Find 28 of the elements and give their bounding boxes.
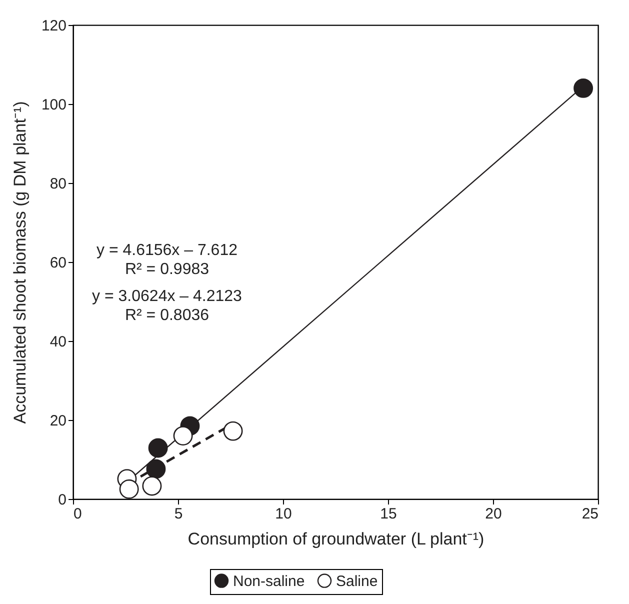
annotation: R² = 0.9983 — [124, 261, 210, 278]
x-tick-label: 20 — [485, 506, 502, 522]
point — [574, 78, 594, 98]
y-tick-label: 20 — [50, 412, 66, 430]
x-tick-label: 10 — [275, 506, 292, 522]
x-tick-label: 5 — [174, 506, 183, 522]
y-tick-label: 80 — [50, 176, 66, 192]
x-tick-label: 25 — [582, 506, 598, 522]
point — [223, 421, 243, 441]
annotation: y = 4.6156x – 7.612 — [96, 242, 238, 259]
annotation: y = 3.0624x – 4.2123 — [92, 288, 242, 305]
legend-label: Non-saline — [233, 572, 305, 590]
annotation: R² = 0.8036 — [124, 307, 210, 324]
point — [119, 479, 139, 499]
y-tick-label: 0 — [58, 492, 66, 508]
y-tick-label: 120 — [41, 18, 66, 34]
point — [142, 476, 162, 496]
x-tick-label: 15 — [380, 506, 397, 522]
y-tick-label: 60 — [50, 254, 66, 272]
point — [173, 426, 193, 446]
legend-label: Saline — [336, 572, 378, 590]
x-tick-label: 0 — [74, 506, 82, 522]
y-tick-label: 40 — [50, 334, 66, 350]
x-axis-title: Consumption of groundwater (L plant⁻¹) — [188, 530, 484, 548]
y-tick-label: 100 — [41, 96, 66, 114]
point — [146, 459, 166, 479]
point — [148, 438, 168, 458]
y-axis-title: Accumulated shoot biomass (g DM plant⁻¹) — [10, 101, 30, 424]
